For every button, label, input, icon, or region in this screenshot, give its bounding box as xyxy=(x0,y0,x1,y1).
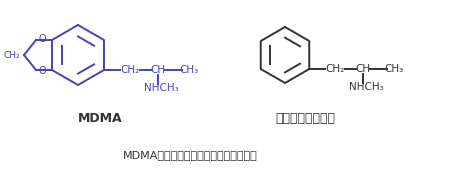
Text: CH₂: CH₂ xyxy=(3,51,20,59)
Text: CH: CH xyxy=(150,65,165,75)
Text: メタンフェタミン: メタンフェタミン xyxy=(274,111,334,124)
Text: NHCH₃: NHCH₃ xyxy=(348,82,383,92)
Text: MDMAとメタンフェタミンの分子構造式: MDMAとメタンフェタミンの分子構造式 xyxy=(123,150,257,160)
Text: NHCH₃: NHCH₃ xyxy=(143,83,178,93)
Text: CH: CH xyxy=(355,64,370,74)
Text: CH₂: CH₂ xyxy=(120,65,139,75)
Text: O: O xyxy=(38,66,45,76)
Text: CH₂: CH₂ xyxy=(325,64,344,74)
Text: MDMA: MDMA xyxy=(78,111,122,124)
Text: CH₃: CH₃ xyxy=(384,64,403,74)
Text: CH₃: CH₃ xyxy=(179,65,198,75)
Text: O: O xyxy=(38,34,45,44)
